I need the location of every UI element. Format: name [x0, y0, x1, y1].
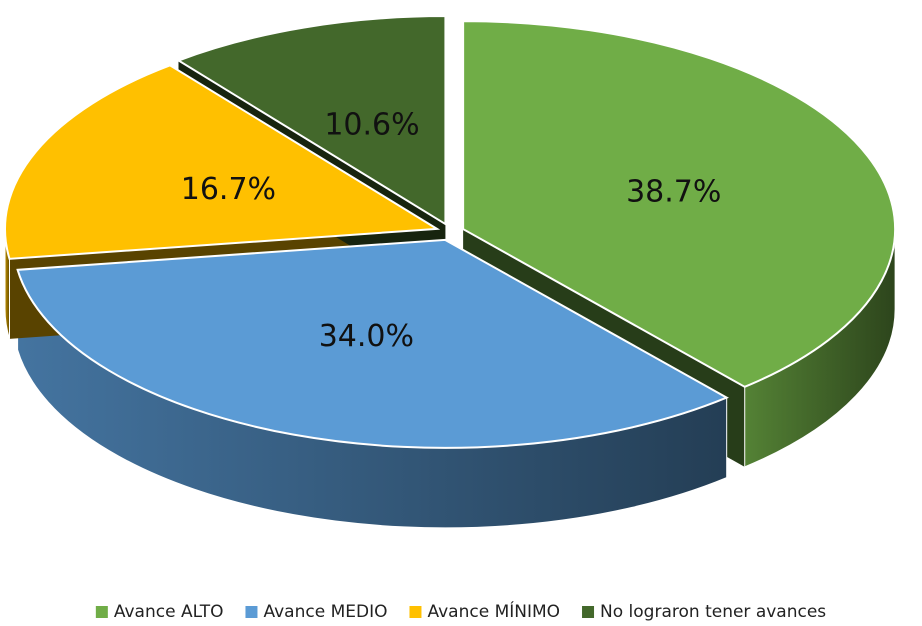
pie-slice: [16, 238, 729, 449]
legend-label: Avance ALTO: [114, 602, 224, 622]
data-labels: 38.7% 34.0% 16.7% 10.6%: [181, 107, 722, 353]
data-label: 38.7%: [626, 174, 721, 209]
data-label: 10.6%: [324, 107, 419, 142]
data-label: 34.0%: [319, 319, 414, 354]
data-label: 16.7%: [181, 172, 276, 207]
legend-swatch: [245, 606, 258, 618]
legend-swatch: [95, 606, 108, 618]
legend-label: No lograron tener avances: [600, 602, 826, 622]
legend-label: Avance MÍNIMO: [427, 600, 560, 622]
legend-swatch: [409, 606, 422, 618]
pie-slice: [176, 15, 447, 226]
pie-slice: [462, 20, 897, 388]
legend-swatch: [582, 606, 595, 618]
pie-slice: [4, 64, 441, 260]
pie-tops: [4, 15, 897, 449]
legend: Avance ALTO Avance MEDIO Avance MÍNIMO No l…: [95, 600, 826, 622]
legend-label: Avance MEDIO: [263, 602, 387, 622]
